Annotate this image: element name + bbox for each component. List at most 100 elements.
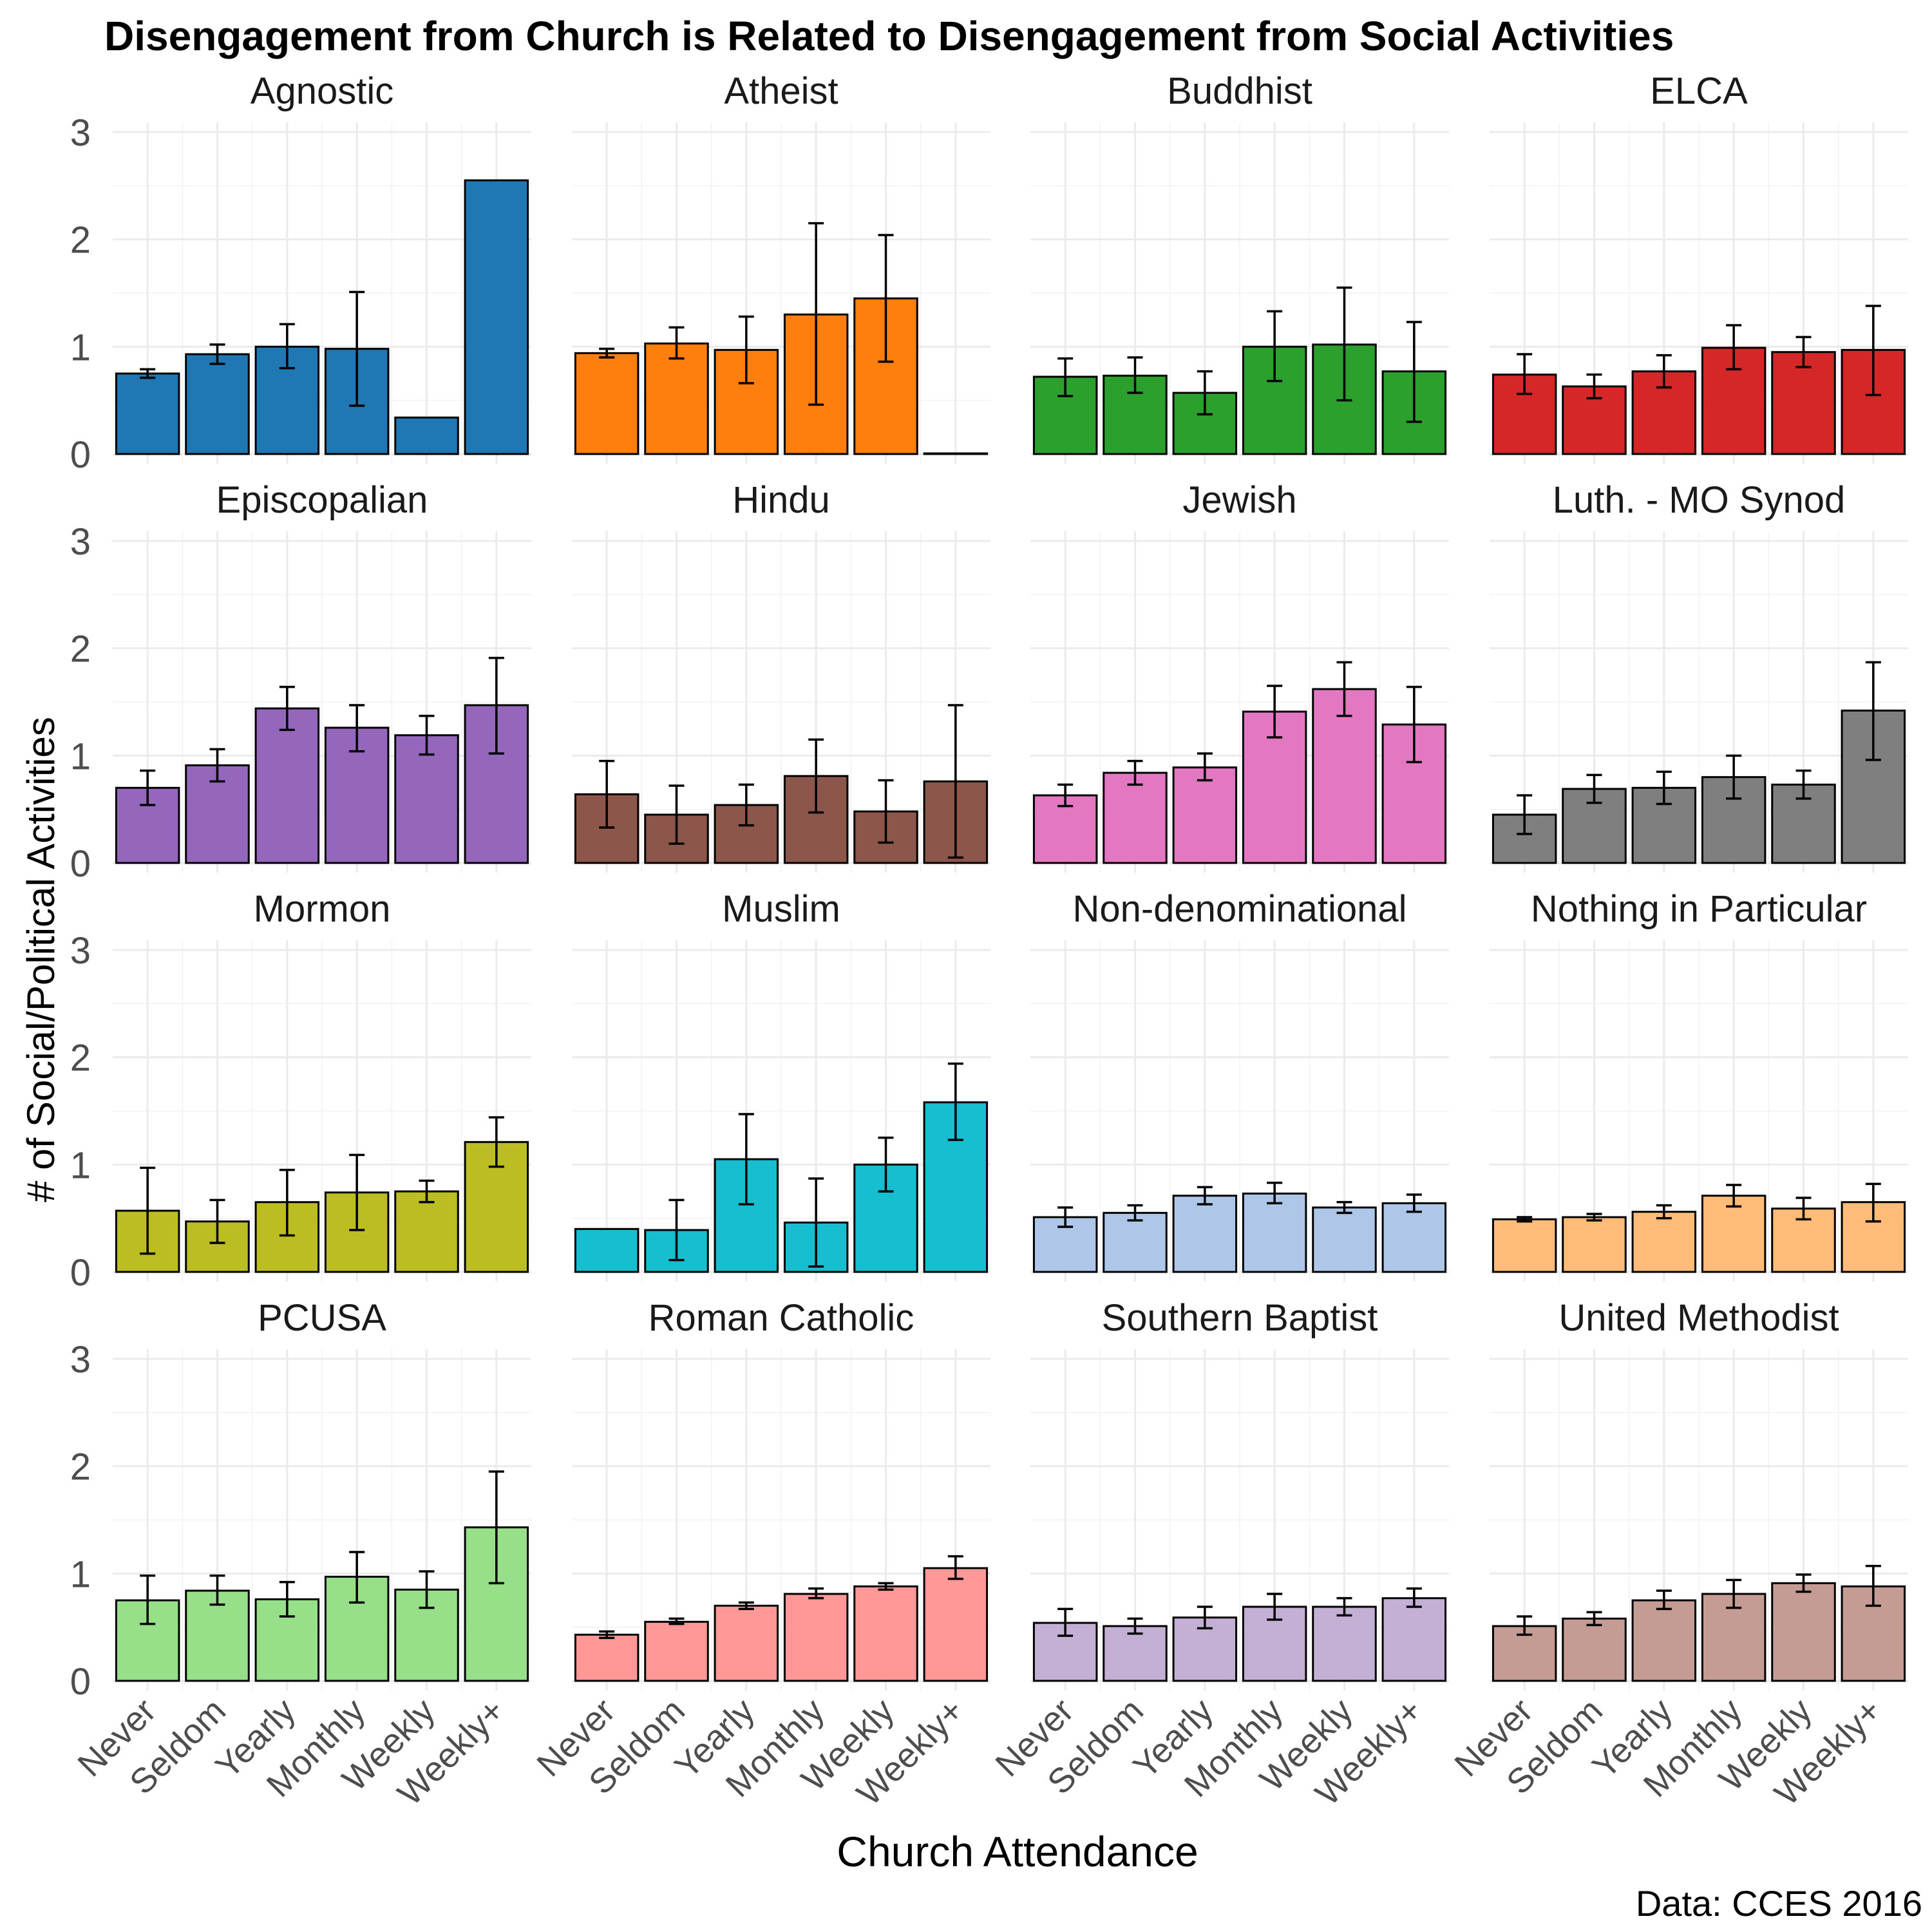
bar xyxy=(853,1585,918,1682)
error-bar xyxy=(349,1153,365,1231)
error-bar xyxy=(1517,1216,1533,1223)
facet-panel: Hindu xyxy=(572,479,990,873)
error-bar xyxy=(1267,1593,1283,1621)
facet-panel: Jewish xyxy=(1030,479,1449,873)
error-bar xyxy=(1267,1181,1283,1205)
bar xyxy=(574,1227,639,1273)
error-bar xyxy=(1127,1204,1143,1222)
error-bar xyxy=(279,1580,295,1618)
bar xyxy=(1381,1597,1447,1682)
bar xyxy=(1172,766,1238,864)
error-bar xyxy=(738,1601,754,1611)
bar xyxy=(1172,1195,1238,1273)
bar xyxy=(1701,1195,1766,1273)
bar xyxy=(644,342,709,455)
bar xyxy=(574,793,639,864)
facet-label: Jewish xyxy=(1182,479,1296,521)
error-bar xyxy=(488,656,504,755)
bar xyxy=(1103,1211,1168,1273)
facet-panel: Non-denominational xyxy=(1030,888,1449,1282)
facet-panel: Mormon 0 1 2 3 xyxy=(70,888,531,1294)
facet-label: Southern Baptist xyxy=(1102,1297,1378,1339)
bar xyxy=(714,1604,779,1682)
error-bar xyxy=(140,1574,156,1625)
error-bar xyxy=(599,1630,615,1640)
error-bar xyxy=(279,323,295,370)
error-bar xyxy=(668,1198,685,1262)
bar xyxy=(1381,1202,1447,1273)
facet-label: Episcopalian xyxy=(216,479,428,521)
error-bar xyxy=(1586,1213,1602,1222)
facet-label: Buddhist xyxy=(1167,70,1312,112)
facet-panel: Roman CatholicNeverSeldomYearlyMonthlyWe… xyxy=(529,1297,990,1813)
error-bar xyxy=(738,1113,754,1206)
bar xyxy=(1771,1582,1836,1682)
error-bar xyxy=(1726,324,1742,371)
facet-panels: Agnostic 0 1 2 3 Atheist Buddhist ELCA Episcopal… xyxy=(70,70,1908,1813)
bar xyxy=(115,372,180,455)
bar xyxy=(923,452,989,455)
y-tick-label: 2 xyxy=(70,1446,91,1488)
x-axis-title: Church Attendance xyxy=(837,1828,1198,1875)
facet-label: Roman Catholic xyxy=(649,1297,914,1339)
error-bar xyxy=(279,1168,295,1237)
error-bar xyxy=(599,347,615,359)
error-bar xyxy=(419,1179,435,1204)
error-bar xyxy=(668,1617,685,1625)
error-bar xyxy=(878,234,894,363)
bar xyxy=(394,734,459,864)
error-bar xyxy=(1197,1186,1213,1206)
facet-label: PCUSA xyxy=(258,1297,386,1339)
facet-panel: Luth. - MO Synod xyxy=(1490,479,1908,873)
error-bar xyxy=(1406,1193,1422,1213)
error-bar xyxy=(1197,1605,1213,1630)
error-bar xyxy=(1406,685,1422,764)
facet-label: Nothing in Particular xyxy=(1531,888,1867,930)
error-bar xyxy=(1197,370,1213,416)
bar xyxy=(644,1620,709,1682)
error-bar xyxy=(1795,1197,1812,1221)
facet-panel: Atheist xyxy=(572,70,990,464)
y-tick-label: 0 xyxy=(70,434,91,476)
bar xyxy=(783,1593,849,1682)
error-bar xyxy=(1057,1607,1074,1637)
error-bar xyxy=(209,1198,225,1244)
bar xyxy=(464,179,529,455)
bar xyxy=(1631,1599,1697,1682)
error-bar xyxy=(808,738,824,814)
error-bar xyxy=(1726,1184,1742,1208)
bar xyxy=(254,707,320,864)
error-bar xyxy=(140,769,156,806)
error-bar xyxy=(599,759,615,829)
error-bar xyxy=(1197,752,1213,782)
y-tick-label: 3 xyxy=(70,930,91,972)
y-tick-label: 0 xyxy=(70,1252,91,1294)
error-bar xyxy=(1726,754,1742,800)
error-bar xyxy=(349,704,365,753)
bar xyxy=(394,416,459,455)
error-bar xyxy=(209,1574,225,1606)
error-bar xyxy=(349,1551,365,1604)
error-bar xyxy=(349,290,365,407)
y-tick-label: 3 xyxy=(70,521,91,563)
error-bar xyxy=(947,1555,963,1580)
facet-panel: PCUSA0123NeverSeldomYearlyMonthlyWeeklyW… xyxy=(70,1297,531,1813)
facet-label: Agnostic xyxy=(251,70,393,112)
error-bar xyxy=(1795,769,1812,800)
bar xyxy=(464,1526,529,1682)
error-bar xyxy=(1656,770,1672,806)
error-bar xyxy=(1656,1589,1672,1611)
y-tick-label: 2 xyxy=(70,1037,91,1079)
facet-panel: Nothing in Particular xyxy=(1490,888,1908,1282)
bar xyxy=(1492,1218,1557,1273)
facet-label: Atheist xyxy=(724,70,838,112)
bar xyxy=(1562,1617,1627,1682)
error-bar xyxy=(1586,773,1602,804)
error-bar xyxy=(668,784,685,845)
error-bar xyxy=(488,1116,504,1168)
facet-panel: Muslim xyxy=(572,888,990,1282)
error-bar xyxy=(947,704,963,859)
y-tick-label: 1 xyxy=(70,1144,91,1186)
error-bar xyxy=(1865,661,1881,761)
